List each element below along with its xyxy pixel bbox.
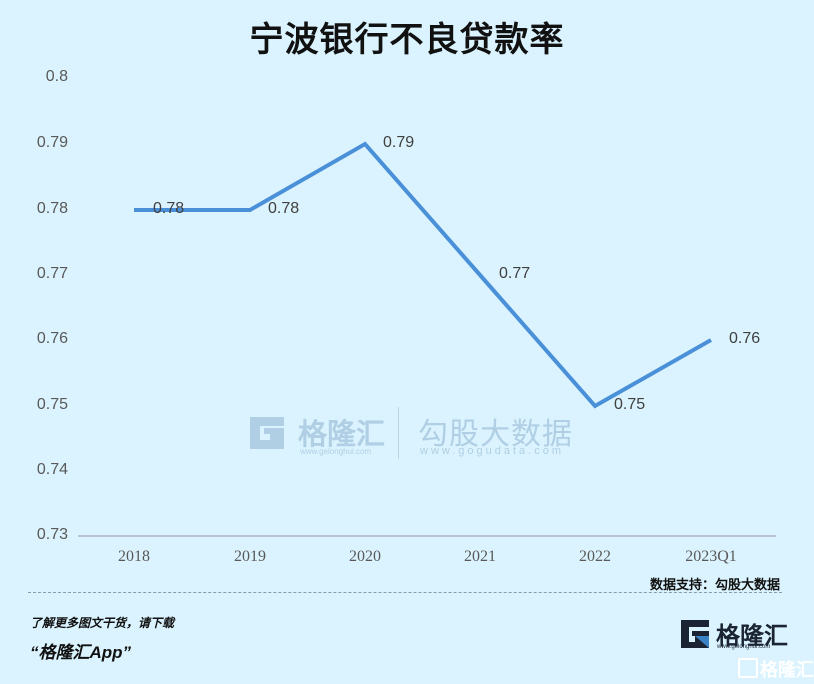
gelonghui-logo-icon — [250, 417, 284, 449]
x-tick-label: 2020 — [349, 548, 381, 565]
dotted-divider — [28, 592, 782, 593]
x-tick-label: 2022 — [579, 548, 611, 565]
promo-text: 了解更多图文干货，请下载 — [30, 616, 175, 630]
watermark-brand-url: www.gelonghui.com — [300, 447, 372, 456]
x-tick-label: 2021 — [464, 548, 496, 565]
logo-text: 格隆汇 — [716, 623, 788, 650]
x-tick-label: 2023Q1 — [685, 548, 737, 565]
watermark-brand: 格隆汇 — [298, 419, 386, 451]
corner-watermark-text: 格隆汇 — [760, 660, 814, 680]
x-tick-label: 2018 — [118, 548, 150, 565]
y-tick-label: 0.8 — [45, 68, 68, 85]
gelonghui-logo: 格隆汇 www.gelonghui.com — [680, 618, 790, 658]
y-tick-label: 0.74 — [36, 461, 68, 478]
y-tick-label: 0.75 — [36, 396, 68, 413]
data-label: 0.77 — [499, 265, 531, 282]
watermark-partner: 勾股大数据 — [418, 418, 573, 451]
data-label: 0.76 — [729, 330, 761, 347]
gelonghui-mark-icon — [738, 658, 758, 678]
gelonghui-logo-icon — [681, 620, 709, 648]
chart-title: 宁波银行不良贷款率 — [249, 21, 565, 59]
data-label: 0.79 — [383, 134, 415, 151]
data-source: 数据支持：勾股大数据 — [649, 577, 780, 592]
watermark-divider — [398, 407, 399, 459]
y-tick-label: 0.73 — [36, 526, 68, 543]
logo-url: www.gelonghui.com — [717, 644, 771, 650]
x-tick-label: 2019 — [234, 548, 266, 565]
series-line — [134, 141, 712, 409]
watermark: 格隆汇 www.gelonghui.com 勾股大数据 www.gogudata… — [248, 405, 578, 461]
data-label: 0.78 — [153, 200, 185, 217]
y-tick-label: 0.79 — [36, 134, 68, 151]
corner-watermark: 格隆汇 — [738, 656, 814, 682]
watermark-partner-url: www.gogudata.com — [420, 445, 564, 457]
data-label: 0.78 — [268, 200, 300, 217]
y-tick-label: 0.77 — [36, 265, 68, 282]
y-tick-label: 0.76 — [36, 330, 68, 347]
y-tick-label: 0.78 — [36, 200, 68, 217]
data-label: 0.75 — [614, 396, 646, 413]
promo-app-name: “格隆汇App” — [30, 643, 132, 662]
